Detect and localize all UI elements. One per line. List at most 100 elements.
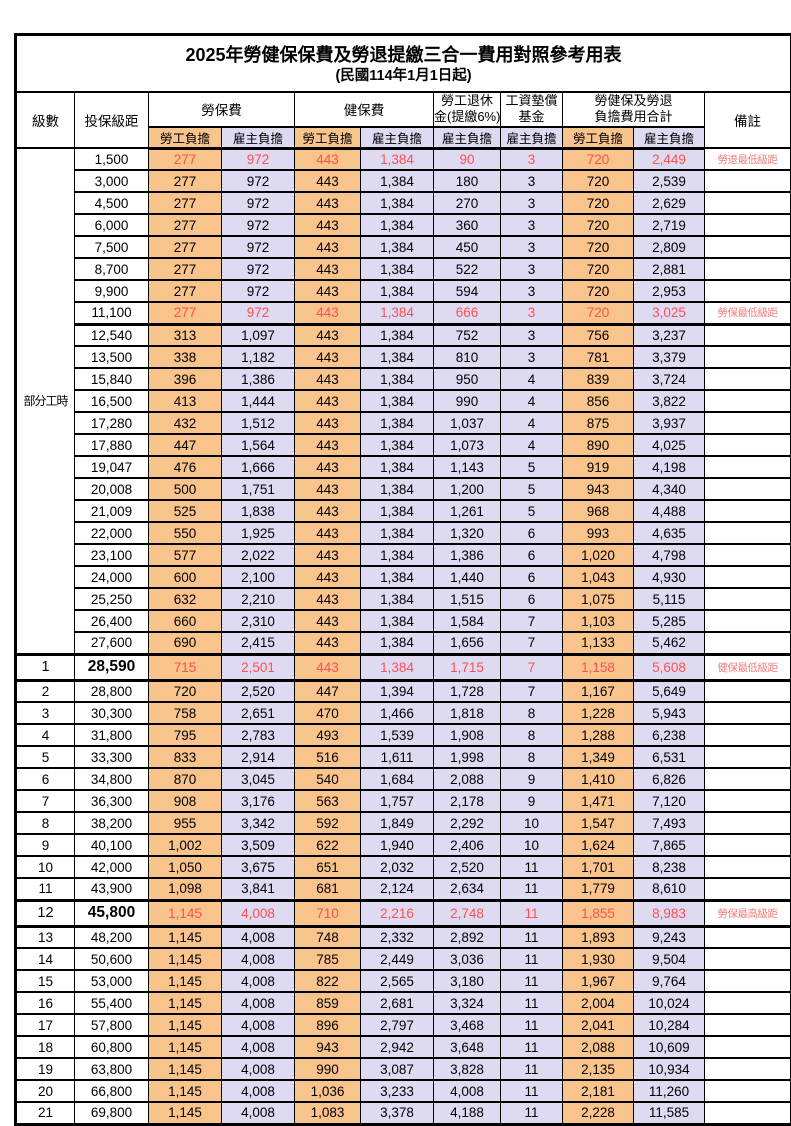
- cell-pension-employer: 3,828: [434, 1058, 501, 1080]
- cell-labor-employee: 955: [149, 812, 222, 834]
- cell-pension-employer: 3,648: [434, 1036, 501, 1058]
- cell-wage-fund-employer: 11: [501, 1058, 563, 1080]
- cell-health-employer: 1,940: [361, 834, 434, 856]
- cell-remark: [705, 1014, 791, 1036]
- cell-wage-fund-employer: 3: [501, 324, 563, 346]
- cell-remark: [705, 324, 791, 346]
- cell-total-employee: 2,135: [563, 1058, 634, 1080]
- cell-health-employee: 1,083: [295, 1102, 361, 1124]
- cell-wage-fund-employer: 11: [501, 1036, 563, 1058]
- cell-total-employer: 4,025: [634, 434, 705, 456]
- cell-total-employee: 756: [563, 324, 634, 346]
- cell-total-employee: 1,701: [563, 856, 634, 878]
- cell-level: 6: [16, 768, 75, 790]
- cell-total-employee: 2,088: [563, 1036, 634, 1058]
- cell-total-employer: 4,198: [634, 456, 705, 478]
- cell-wage-fund-employer: 6: [501, 544, 563, 566]
- cell-remark: [705, 812, 791, 834]
- cell-total-employer: 6,531: [634, 746, 705, 768]
- cell-total-employee: 856: [563, 390, 634, 412]
- cell-pension-employer: 2,892: [434, 926, 501, 948]
- cell-labor-employee: 277: [149, 258, 222, 280]
- cell-total-employee: 875: [563, 412, 634, 434]
- cell-remark: [705, 632, 791, 654]
- cell-bracket: 31,800: [75, 724, 149, 746]
- cell-health-employer: 1,384: [361, 500, 434, 522]
- cell-remark: [705, 724, 791, 746]
- reference-table-sheet: 2025年勞健保保費及勞退提繳三合一費用對照參考用表 (民國114年1月1日起)…: [14, 33, 791, 1126]
- cell-wage-fund-employer: 5: [501, 456, 563, 478]
- cell-remark: [705, 566, 791, 588]
- cell-health-employee: 443: [295, 214, 361, 236]
- cell-remark: [705, 992, 791, 1014]
- page-title: 2025年勞健保保費及勞退提繳三合一費用對照參考用表: [17, 42, 790, 68]
- cell-total-employer: 8,983: [634, 900, 705, 926]
- cell-bracket: 22,000: [75, 522, 149, 544]
- cell-wage-fund-employer: 10: [501, 812, 563, 834]
- cell-total-employer: 4,488: [634, 500, 705, 522]
- cell-remark: [705, 588, 791, 610]
- cell-pension-employer: 3,468: [434, 1014, 501, 1036]
- cell-wage-fund-employer: 3: [501, 346, 563, 368]
- cell-level: 16: [16, 992, 75, 1014]
- cell-labor-employee: 1,145: [149, 926, 222, 948]
- cell-pension-employer: 1,200: [434, 478, 501, 500]
- cell-health-employer: 1,384: [361, 390, 434, 412]
- cell-wage-fund-employer: 6: [501, 522, 563, 544]
- col-header-pension: 勞工退休 金(提繳6%): [434, 92, 501, 127]
- cell-labor-employer: 4,008: [222, 900, 295, 926]
- subheader-pension-employer: 雇主負擔: [434, 127, 501, 149]
- cell-remark: [705, 390, 791, 412]
- cell-remark: [705, 478, 791, 500]
- cell-total-employee: 720: [563, 236, 634, 258]
- col-header-wage-fund: 工資墊償 基金: [501, 92, 563, 127]
- cell-level: 9: [16, 834, 75, 856]
- cell-bracket: 4,500: [75, 192, 149, 214]
- cell-wage-fund-employer: 11: [501, 900, 563, 926]
- cell-level: 10: [16, 856, 75, 878]
- cell-bracket: 12,540: [75, 324, 149, 346]
- cell-bracket: 25,250: [75, 588, 149, 610]
- cell-total-employer: 4,930: [634, 566, 705, 588]
- cell-bracket: 24,000: [75, 566, 149, 588]
- cell-total-employer: 3,237: [634, 324, 705, 346]
- cell-health-employee: 443: [295, 588, 361, 610]
- cell-total-employee: 968: [563, 500, 634, 522]
- cell-health-employer: 1,384: [361, 632, 434, 654]
- table-title-cell: 2025年勞健保保費及勞退提繳三合一費用對照參考用表 (民國114年1月1日起): [16, 35, 791, 93]
- cell-wage-fund-employer: 4: [501, 368, 563, 390]
- part-time-cell: 部分工時: [16, 148, 75, 654]
- cell-level: 5: [16, 746, 75, 768]
- pension-label-line2: 金(提繳6%): [434, 109, 500, 125]
- cell-level: 15: [16, 970, 75, 992]
- cell-total-employer: 10,284: [634, 1014, 705, 1036]
- col-header-total: 勞健保及勞退 負擔費用合計: [563, 92, 705, 127]
- cell-health-employer: 1,384: [361, 280, 434, 302]
- cell-health-employer: 2,797: [361, 1014, 434, 1036]
- cell-total-employer: 3,822: [634, 390, 705, 412]
- cell-bracket: 69,800: [75, 1102, 149, 1124]
- cell-labor-employee: 660: [149, 610, 222, 632]
- cell-health-employee: 443: [295, 456, 361, 478]
- cell-bracket: 1,500: [75, 148, 149, 170]
- cell-pension-employer: 90: [434, 148, 501, 170]
- cell-total-employer: 4,798: [634, 544, 705, 566]
- cell-remark: [705, 170, 791, 192]
- cell-health-employee: 748: [295, 926, 361, 948]
- cell-level: 8: [16, 812, 75, 834]
- cell-labor-employee: 277: [149, 236, 222, 258]
- cell-health-employee: 443: [295, 434, 361, 456]
- cell-wage-fund-employer: 4: [501, 390, 563, 412]
- cell-health-employee: 443: [295, 632, 361, 654]
- cell-labor-employee: 550: [149, 522, 222, 544]
- cell-labor-employer: 2,022: [222, 544, 295, 566]
- cell-bracket: 53,000: [75, 970, 149, 992]
- cell-pension-employer: 450: [434, 236, 501, 258]
- cell-pension-employer: 1,908: [434, 724, 501, 746]
